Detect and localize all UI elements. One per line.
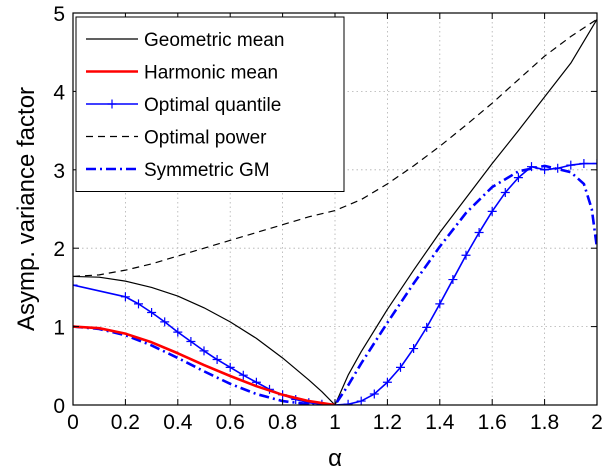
optimal-quantile-point	[566, 160, 576, 170]
y-tick-label: 2	[53, 238, 65, 261]
series-harmonic-mean	[73, 325, 336, 405]
optimal-quantile-point	[160, 317, 170, 327]
optimal-quantile-point	[513, 173, 523, 183]
legend-label-harmonic-mean: Harmonic mean	[144, 63, 278, 84]
legend-label-symmetric-gm: Symmetric GM	[144, 160, 270, 181]
x-tick-label: 1.6	[478, 411, 507, 434]
optimal-quantile-point	[474, 228, 484, 238]
optimal-quantile-point	[238, 370, 248, 380]
optimal-quantile-point	[422, 322, 432, 332]
x-tick-label: 1	[329, 411, 341, 434]
x-tick-label: 1.2	[373, 411, 402, 434]
optimal-quantile-point	[553, 163, 563, 173]
x-tick-label: 0.8	[268, 411, 297, 434]
optimal-quantile-point	[369, 389, 379, 399]
x-tick-label: 0.2	[111, 411, 140, 434]
y-tick-label: 5	[53, 3, 65, 26]
optimal-quantile-point	[343, 399, 353, 405]
optimal-quantile-point	[487, 206, 497, 216]
optimal-quantile-point	[120, 292, 130, 302]
optimal-quantile-point	[500, 188, 510, 198]
legend-label-optimal-power: Optimal power	[144, 128, 267, 149]
optimal-quantile-point	[461, 250, 471, 260]
harmonic-mean-line	[73, 325, 336, 405]
series-symmetric-gm	[73, 164, 597, 405]
optimal-quantile-point	[396, 362, 405, 372]
optimal-quantile-point	[382, 377, 392, 387]
optimal-quantile-point	[73, 280, 78, 290]
optimal-quantile-point	[225, 362, 235, 372]
optimal-quantile-point	[356, 396, 366, 405]
geometric-mean-line	[73, 18, 597, 405]
y-tick-label: 0	[53, 395, 65, 418]
optimal-quantile-point	[579, 159, 589, 169]
symmetric-gm-line	[73, 164, 597, 405]
legend: Geometric mean Harmonic mean Optimal quant…	[75, 16, 345, 192]
optimal-quantile-point	[592, 159, 597, 169]
series-optimal-power	[73, 18, 597, 278]
legend-marker-optimal-quantile	[107, 99, 117, 109]
y-tick-label: 3	[53, 160, 65, 183]
optimal-quantile-point	[134, 299, 143, 309]
legend-item-geometric-mean: Geometric mean	[86, 30, 284, 51]
optimal-quantile-point	[409, 344, 419, 354]
legend-item-harmonic-mean: Harmonic mean	[86, 63, 278, 84]
optimal-quantile-point	[212, 355, 222, 365]
series-optimal-quantile	[73, 159, 597, 405]
legend-item-optimal-power: Optimal power	[86, 128, 267, 149]
optimal-quantile-point	[199, 346, 209, 356]
x-tick-label: 0.4	[163, 411, 193, 434]
x-tick-label: 1.8	[530, 411, 559, 434]
tick-labels: 0 0.2 0.4 0.6 0.8 1 1.2 1.4 1.6 1.8 2 0 1 2 3 4 5	[53, 3, 603, 434]
legend-item-symmetric-gm: Symmetric GM	[86, 160, 270, 181]
x-tick-label: 2	[591, 411, 603, 434]
optimal-quantile-point	[186, 336, 196, 346]
legend-item-optimal-quantile: Optimal quantile	[86, 95, 281, 116]
series-layer	[73, 18, 597, 405]
legend-label-optimal-quantile: Optimal quantile	[144, 95, 281, 116]
legend-label-geometric-mean: Geometric mean	[144, 30, 284, 51]
x-tick-label: 0.6	[216, 411, 245, 434]
series-geometric-mean	[73, 18, 597, 405]
y-axis-label: Asymp. variance factor	[13, 87, 40, 331]
optimal-quantile-point	[435, 299, 445, 309]
optimal-quantile-point	[173, 327, 183, 337]
optimal-quantile-point	[448, 275, 458, 285]
x-tick-label: 1.4	[425, 411, 455, 434]
optimal-quantile-line	[73, 162, 597, 405]
y-tick-label: 4	[53, 81, 65, 104]
optimal-power-line	[73, 18, 597, 278]
x-tick-label: 0	[67, 411, 79, 434]
y-tick-label: 1	[53, 317, 65, 340]
x-axis-label: α	[328, 445, 342, 472]
optimal-quantile-point	[147, 307, 157, 317]
